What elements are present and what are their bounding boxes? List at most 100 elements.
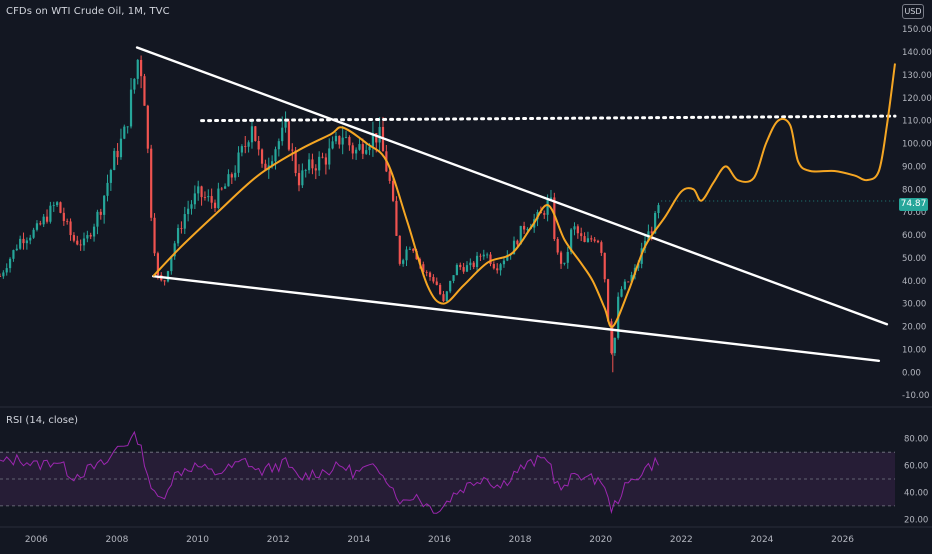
candle-body xyxy=(213,202,217,208)
candle-body xyxy=(590,238,593,240)
chart-title[interactable]: CFDs on WTI Crude Oil, 1M, TVC xyxy=(6,6,170,17)
candle-body xyxy=(321,156,324,158)
candle-body xyxy=(623,281,626,290)
rsi-axis-tick-label: 40.00 xyxy=(904,488,928,498)
time-axis-tick-label: 2022 xyxy=(670,535,693,545)
price-axis-tick-label: 110.00 xyxy=(902,117,932,127)
candle-body xyxy=(143,76,146,106)
candle-body xyxy=(62,212,65,221)
candle-body xyxy=(314,168,317,171)
candle-body xyxy=(109,170,112,183)
currency-badge[interactable]: USD xyxy=(902,4,924,19)
candle-body xyxy=(368,146,371,151)
candle-body xyxy=(2,272,5,277)
candle-body xyxy=(79,244,82,246)
candle-body xyxy=(264,163,267,170)
candle-body xyxy=(462,267,465,272)
candle-body xyxy=(72,235,76,241)
candle-body xyxy=(586,238,590,243)
candle-body xyxy=(113,150,116,171)
candle-body xyxy=(274,149,277,162)
candle-body xyxy=(291,149,294,151)
candle-body xyxy=(559,252,563,264)
candle-body xyxy=(39,223,42,225)
candle-body xyxy=(657,205,660,214)
price-axis-tick-label: 150.00 xyxy=(902,25,932,35)
candle-body xyxy=(522,225,526,230)
candle-body xyxy=(193,193,196,205)
time-axis-tick-label: 2010 xyxy=(186,535,209,545)
trendline xyxy=(151,274,881,363)
candle-body xyxy=(627,281,630,283)
candle-body xyxy=(334,135,338,142)
candle-body xyxy=(234,172,237,178)
projection-curve xyxy=(152,63,896,328)
candle-body xyxy=(126,126,129,128)
candle-body xyxy=(650,231,653,234)
candle-body xyxy=(512,240,516,255)
candle-body xyxy=(106,182,109,196)
candle-body xyxy=(563,262,566,264)
candle-body xyxy=(479,255,482,257)
candle-body xyxy=(455,264,459,276)
candle-body xyxy=(596,240,600,243)
candle-body xyxy=(99,211,102,215)
candle-body xyxy=(408,248,411,250)
price-axis-tick-label: 50.00 xyxy=(902,254,926,264)
candle-body xyxy=(45,216,49,222)
candle-body xyxy=(203,197,207,198)
candle-body xyxy=(35,223,39,230)
price-axis-tick-label: 90.00 xyxy=(902,162,926,172)
candle-body xyxy=(570,229,573,252)
candle-body xyxy=(237,152,240,173)
candle-body xyxy=(66,220,69,222)
candle-body xyxy=(294,150,297,174)
candle-body xyxy=(247,142,250,147)
candle-body xyxy=(398,235,401,264)
candle-body xyxy=(445,291,448,302)
price-axis-tick-label: -10.00 xyxy=(902,391,929,401)
candle-body xyxy=(163,280,166,282)
candle-body xyxy=(59,202,62,213)
price-axis-tick-label: 120.00 xyxy=(902,94,932,104)
grid-layer xyxy=(0,406,932,528)
candle-body xyxy=(197,186,200,194)
candle-body xyxy=(556,239,559,253)
candle-body xyxy=(496,268,499,271)
time-axis-tick-label: 2020 xyxy=(589,535,612,545)
price-axis-tick-label: 70.00 xyxy=(902,208,926,218)
candle-body xyxy=(307,159,311,171)
candle-body xyxy=(341,137,344,145)
candle-body xyxy=(129,89,133,127)
candle-body xyxy=(176,228,180,244)
rsi-indicator-title[interactable]: RSI (14, close) xyxy=(6,415,79,426)
candle-body xyxy=(254,126,257,142)
candle-body xyxy=(324,157,327,165)
candle-body xyxy=(348,137,351,146)
candle-body xyxy=(375,133,378,143)
candle-body xyxy=(351,145,354,154)
price-axis-tick-label: 0.00 xyxy=(902,368,921,378)
axes-layer: 150.00 140.00 130.00 120.00 110.00 100.00 90.0… xyxy=(25,25,932,545)
candle-body xyxy=(459,264,462,268)
candle-body xyxy=(519,225,522,245)
candle-body xyxy=(76,240,79,245)
candle-body xyxy=(432,277,435,282)
candle-body xyxy=(452,275,455,281)
candle-body xyxy=(391,180,395,201)
candle-body xyxy=(371,133,375,147)
candle-body xyxy=(472,262,475,268)
candle-body xyxy=(549,197,553,200)
candle-body xyxy=(244,146,247,147)
candle-body xyxy=(82,238,86,246)
price-axis-tick-label: 130.00 xyxy=(902,71,932,81)
candle-body xyxy=(210,196,213,203)
candle-body xyxy=(22,238,25,244)
candle-body xyxy=(422,264,425,272)
candle-body xyxy=(12,250,15,259)
candle-body xyxy=(573,226,576,230)
candle-body xyxy=(358,144,361,150)
price-axis-tick-label: 100.00 xyxy=(902,140,932,150)
